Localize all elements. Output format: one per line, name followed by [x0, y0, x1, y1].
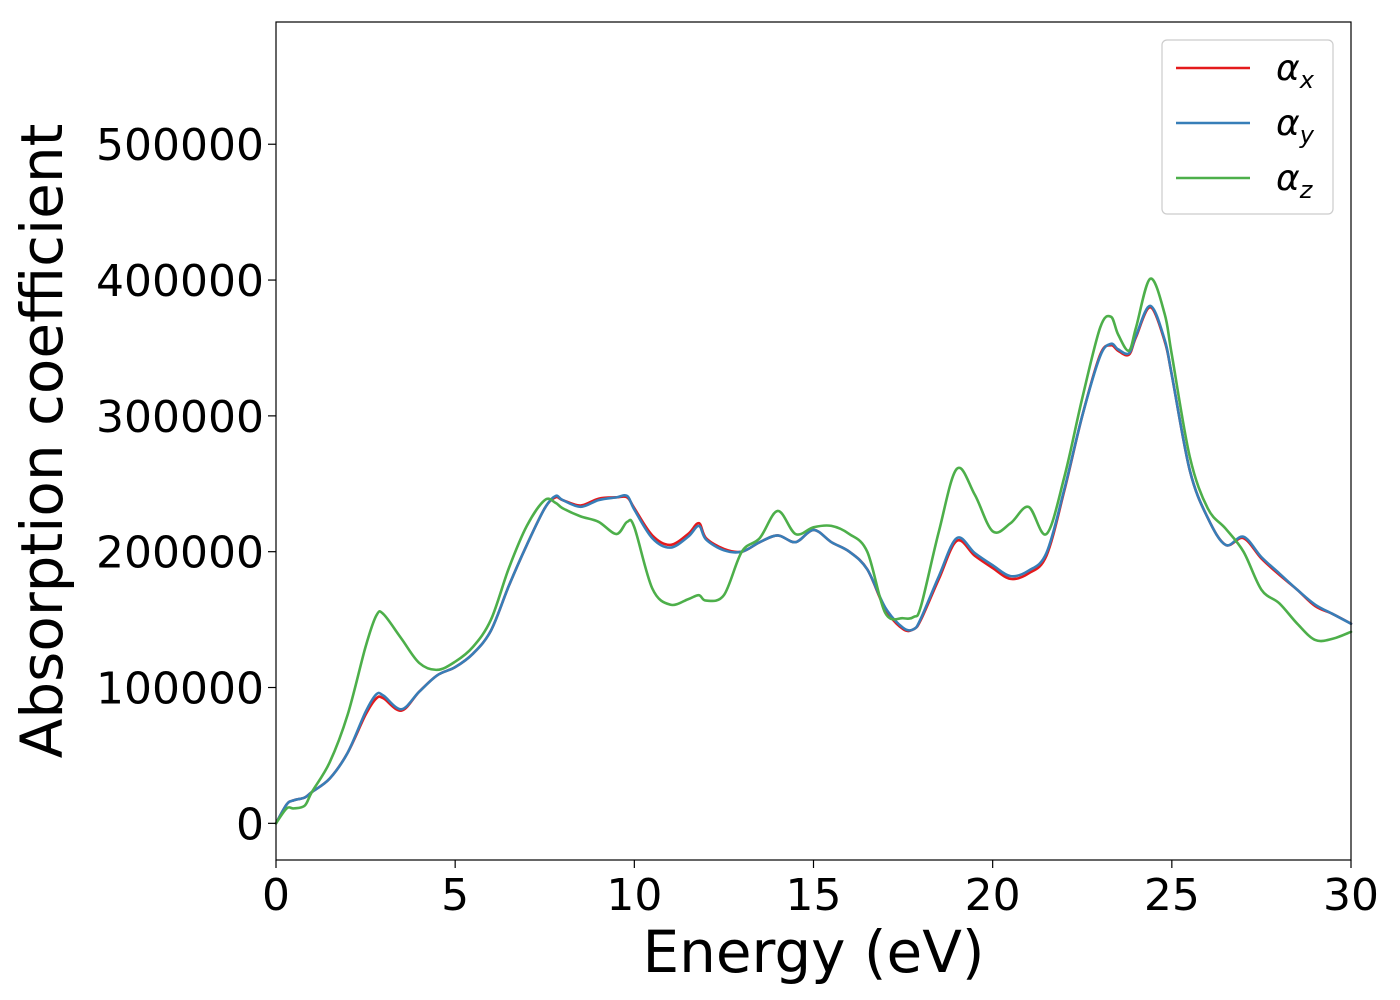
series-line-alpha-x	[274, 305, 1353, 825]
series-layer	[274, 277, 1353, 825]
y-tick-label: 100000	[96, 664, 264, 715]
x-tick-label: 30	[1323, 870, 1379, 921]
legend-label-alpha-y: αy	[1276, 103, 1315, 149]
x-axis-title: Energy (eV)	[642, 918, 984, 986]
x-tick-label: 5	[441, 870, 469, 921]
y-tick-label: 500000	[96, 120, 264, 171]
y-axis-title: Absorption coefficient	[8, 124, 76, 759]
legend-label-alpha-x: αx	[1276, 48, 1315, 94]
y-axis-ticks: 0 100000 200000 300000 400000 500000	[96, 120, 276, 850]
legend: αx αy αz	[1161, 39, 1334, 215]
x-tick-label: 0	[262, 870, 290, 921]
y-tick-label: 200000	[96, 528, 264, 579]
x-tick-label: 20	[965, 870, 1021, 921]
x-tick-label: 10	[606, 870, 662, 921]
series-line-alpha-z	[274, 277, 1353, 825]
y-tick-label: 400000	[96, 256, 264, 307]
y-tick-label: 300000	[96, 392, 264, 443]
x-axis-ticks: 0 5 10 15 20 25 30	[262, 860, 1379, 921]
legend-box	[1161, 39, 1334, 215]
y-tick-label: 0	[236, 799, 264, 850]
x-tick-label: 25	[1144, 870, 1200, 921]
legend-label-alpha-z: αz	[1276, 158, 1314, 204]
x-tick-label: 15	[786, 870, 842, 921]
series-line-alpha-y	[274, 304, 1353, 825]
